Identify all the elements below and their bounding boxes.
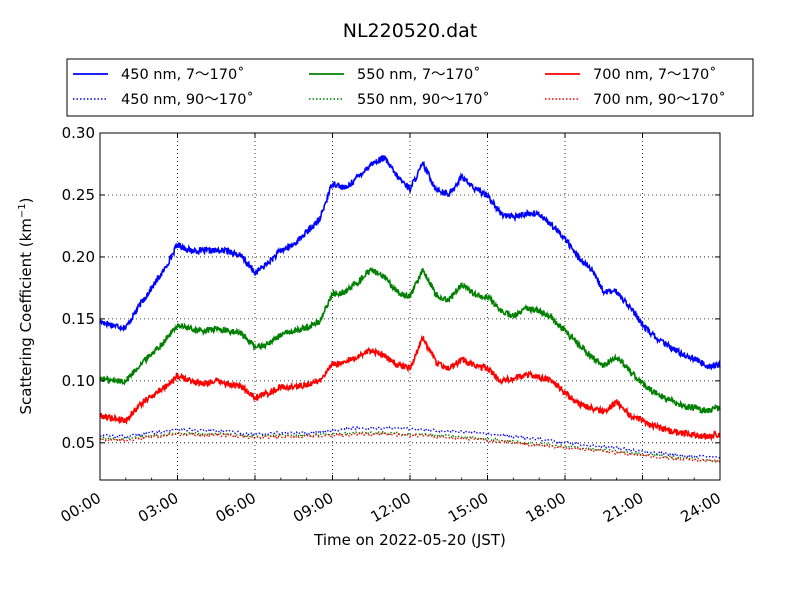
x-tick-label: 03:00 <box>135 489 181 526</box>
x-tick-label: 09:00 <box>290 489 336 526</box>
series-line-5 <box>99 431 721 463</box>
chart-title: NL220520.dat <box>343 20 478 42</box>
y-tick-label: 0.30 <box>62 124 95 142</box>
series-line-4 <box>99 430 721 464</box>
y-axis-label: Scattering Coefficient (km−1) <box>17 197 35 414</box>
y-axis-label-exponent: −1 <box>17 203 28 218</box>
y-tick-label: 0.20 <box>62 248 95 266</box>
series-line-3 <box>99 425 721 460</box>
x-tick-label: 12:00 <box>368 489 414 526</box>
x-axis-label: Time on 2022-05-20 (JST) <box>313 531 506 549</box>
grid-layer <box>100 133 720 480</box>
x-tick-label: 18:00 <box>523 489 569 526</box>
series-line-2 <box>99 334 721 442</box>
legend-label-4: 550 nm, 90～170˚ <box>357 91 490 108</box>
x-tick-label: 00:00 <box>58 489 104 526</box>
y-tick-label: 0.10 <box>62 372 95 390</box>
y-axis-label-close: ) <box>17 197 35 203</box>
legend-label-0: 450 nm, 7～170˚ <box>121 66 244 83</box>
y-tick-label: 0.05 <box>62 434 95 452</box>
legend-label-1: 550 nm, 7～170˚ <box>357 66 480 83</box>
legend: 450 nm, 7～170˚ 550 nm, 7～170˚ 700 nm, 7～17… <box>66 58 754 117</box>
y-tick-label: 0.15 <box>62 310 95 328</box>
series-layer <box>99 154 721 464</box>
y-axis-label-main: Scattering Coefficient (km <box>17 218 35 414</box>
series-line-0 <box>99 154 721 371</box>
legend-label-5: 700 nm, 90～170˚ <box>593 91 726 108</box>
legend-entries: 450 nm, 7～170˚ 550 nm, 7～170˚ 700 nm, 7～17… <box>73 66 726 108</box>
y-tick-label: 0.25 <box>62 186 95 204</box>
x-tick-label: 06:00 <box>213 489 259 526</box>
series-line-1 <box>99 266 721 414</box>
x-tick-label: 15:00 <box>445 489 491 526</box>
x-tick-label: 21:00 <box>600 489 646 526</box>
axis-layer: 00:00 03:00 06:00 09:00 12:00 15:00 18:00 21:00… <box>58 124 724 526</box>
legend-label-2: 700 nm, 7～170˚ <box>593 66 716 83</box>
x-tick-label: 24:00 <box>678 489 724 526</box>
legend-frame <box>66 58 754 117</box>
legend-label-3: 450 nm, 90～170˚ <box>121 91 254 108</box>
